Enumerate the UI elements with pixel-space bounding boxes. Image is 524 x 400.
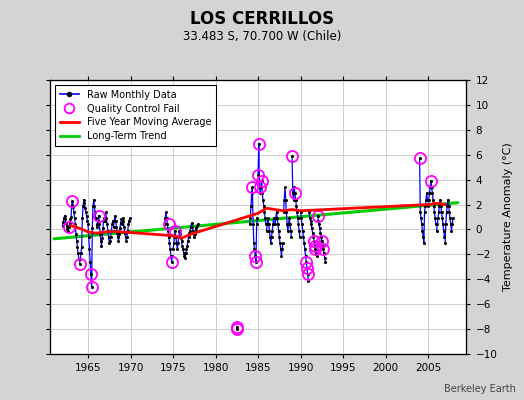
Y-axis label: Temperature Anomaly (°C): Temperature Anomaly (°C) (503, 143, 513, 291)
Text: Berkeley Earth: Berkeley Earth (444, 384, 516, 394)
Text: 33.483 S, 70.700 W (Chile): 33.483 S, 70.700 W (Chile) (183, 30, 341, 43)
Legend: Raw Monthly Data, Quality Control Fail, Five Year Moving Average, Long-Term Tren: Raw Monthly Data, Quality Control Fail, … (54, 85, 216, 146)
Text: LOS CERRILLOS: LOS CERRILLOS (190, 10, 334, 28)
